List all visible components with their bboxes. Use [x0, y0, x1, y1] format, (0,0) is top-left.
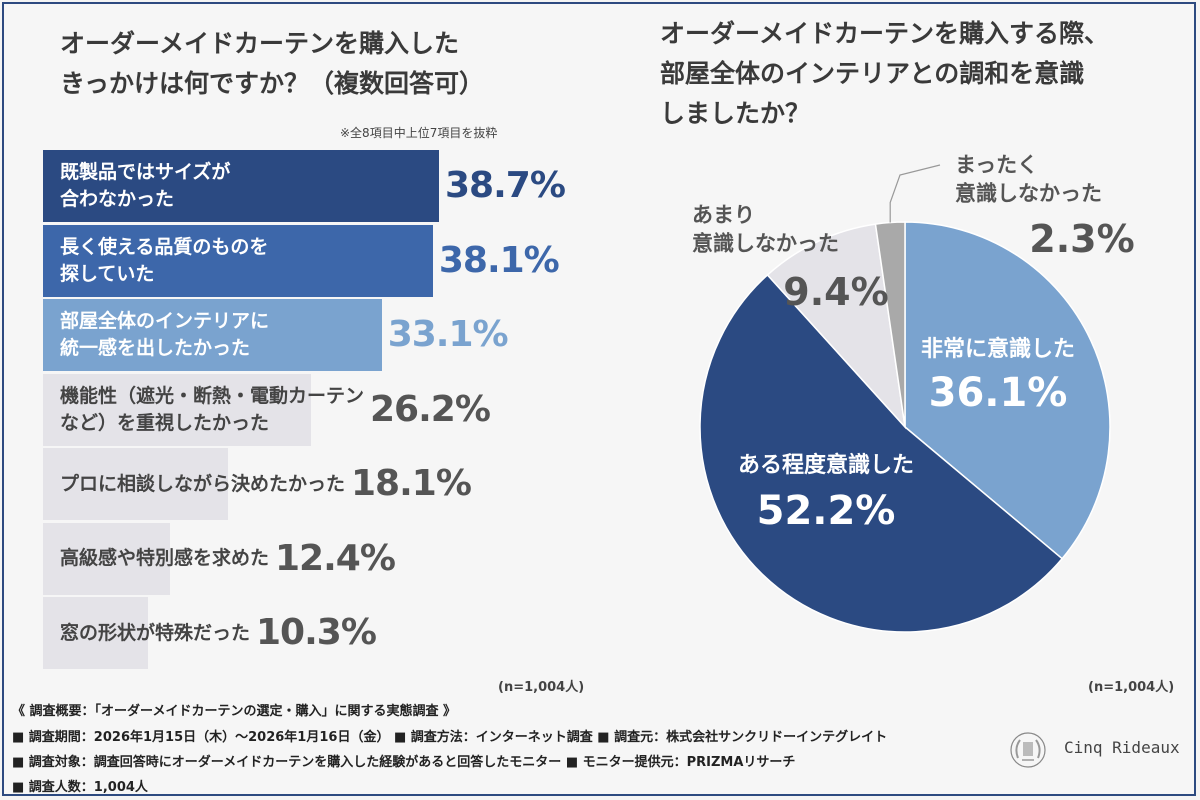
- pie-slice-label: ある程度意識した: [738, 452, 914, 478]
- survey-details-line-1: ■ 調査期間：2026年1月15日（木）～2026年1月16日（金） ■ 調査方…: [12, 730, 888, 745]
- bar-value-label: 10.3%: [256, 612, 377, 653]
- bar-value-label: 18.1%: [351, 463, 472, 504]
- bar-chart-title: オーダーメイドカーテンを購入した きっかけは何ですか？（複数回答可）: [60, 29, 485, 98]
- bar-value-label: 12.4%: [275, 537, 396, 579]
- pie-slice-label: 意識しなかった: [692, 231, 839, 255]
- bar-value-label: 26.2%: [370, 388, 491, 430]
- bar-category-label: 部屋全体のインテリアに 統一感を出したかった: [60, 310, 270, 359]
- bar-value-label: 33.1%: [387, 314, 509, 355]
- bar-category-label: 長く使える品質のものを 探していた: [60, 235, 269, 285]
- company-logo: Cinq Rideaux: [1008, 730, 1188, 770]
- bar: [43, 448, 229, 520]
- pie-slice-label: まったく: [955, 153, 1038, 177]
- pie-leader-line: [889, 164, 941, 223]
- survey-sample-size: ■ 調査人数：1,004人: [12, 780, 148, 795]
- bar-category-label: プロに相談しながら決めたかった: [60, 472, 346, 495]
- pie-slice-label: あまり: [692, 203, 755, 227]
- bar: [43, 522, 170, 595]
- pie-slice: [874, 221, 906, 428]
- bar: [43, 597, 149, 669]
- bar-category-label: 高級感や特別感を求めた: [60, 547, 270, 569]
- pie-slice-label: 非常に意識した: [921, 336, 1075, 362]
- pie-slice: [766, 223, 907, 430]
- pie-slice: [904, 221, 1111, 560]
- pie-chart-sample-size: (n=1,004人): [1088, 680, 1175, 695]
- pie-slice-value: 52.2%: [757, 488, 896, 534]
- laurel-icon: [1010, 732, 1046, 768]
- company-logo-text: Cinq Rideaux: [1064, 738, 1180, 757]
- bar: [43, 373, 312, 446]
- pie-chart-title: オーダーメイドカーテンを購入する際、 部屋全体のインテリアとの調和を意識 しまし…: [660, 19, 1110, 128]
- pie-slice-value: 9.4%: [783, 270, 888, 314]
- bar-value-label: 38.7%: [445, 165, 566, 206]
- pie-slice: [699, 273, 1064, 633]
- bar-category-label: 窓の形状が特殊だった: [60, 621, 251, 644]
- survey-summary-heading: 《 調査概要：「オーダーメイドカーテンの選定・購入」に関する実態調査 》: [12, 704, 457, 719]
- bar-category-label: 機能性（遮光・断熱・電動カーテン など）を重視したかった: [60, 384, 365, 434]
- bar: [43, 299, 382, 371]
- bar-category-label: 既製品ではサイズが 合わなかった: [60, 161, 231, 210]
- survey-details-line-2: ■ 調査対象：調査回答時にオーダーメイドカーテンを購入した経験があると回答したモ…: [12, 755, 796, 770]
- bar: [43, 150, 439, 222]
- bar-chart-note: ※全8項目中上位7項目を抜粋: [340, 126, 498, 140]
- pie-slice-label: 意識しなかった: [955, 181, 1102, 205]
- bar: [43, 224, 433, 297]
- pie-slice-value: 2.3%: [1029, 217, 1134, 261]
- bar-value-label: 38.1%: [438, 239, 560, 281]
- bar-chart-sample-size: (n=1,004人): [498, 680, 585, 695]
- pie-slice-value: 36.1%: [929, 370, 1068, 416]
